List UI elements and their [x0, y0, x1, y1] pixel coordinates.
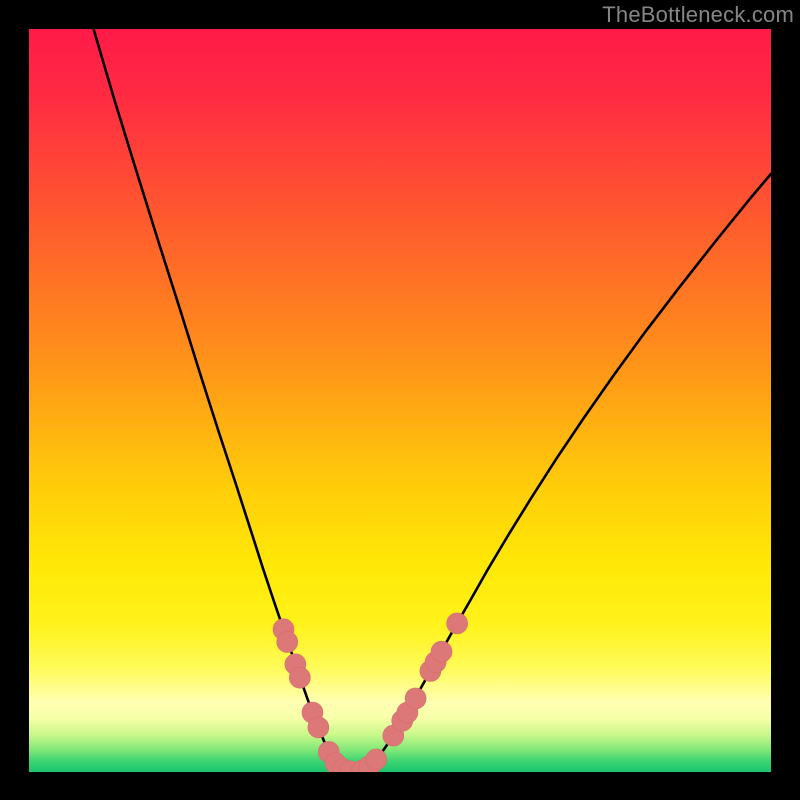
chart-container: TheBottleneck.com [0, 0, 800, 800]
curve-marker [431, 641, 452, 662]
curve-marker [447, 613, 468, 634]
bottleneck-curve-chart [29, 29, 771, 772]
plot-background [29, 29, 771, 772]
watermark: TheBottleneck.com [602, 2, 794, 28]
curve-marker [308, 717, 329, 738]
curve-marker [289, 667, 310, 688]
curve-marker [405, 688, 426, 709]
curve-marker [277, 631, 298, 652]
curve-marker [366, 749, 387, 770]
